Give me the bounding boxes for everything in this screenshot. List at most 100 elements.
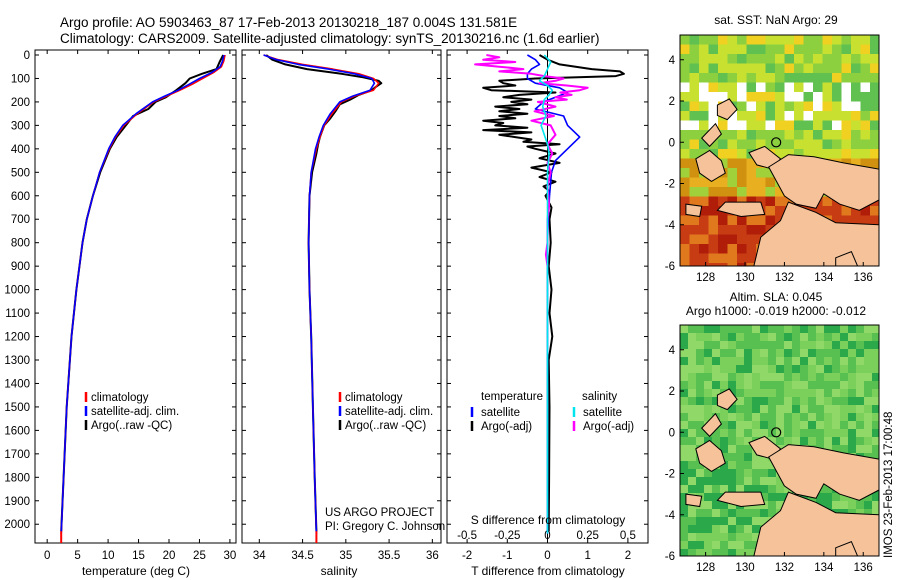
map-cell	[864, 325, 873, 334]
map-cell	[784, 365, 793, 374]
map-cell	[737, 130, 747, 140]
salinity-climatology-line	[263, 54, 380, 534]
map-cell	[803, 44, 814, 55]
map-cell	[848, 429, 857, 438]
map-cell	[736, 325, 745, 334]
map-cell	[784, 35, 795, 45]
x-tick-label: -2	[462, 550, 472, 562]
map-cell	[746, 35, 757, 45]
map-cell	[680, 461, 689, 470]
map-cell	[765, 101, 776, 112]
map-cell	[794, 139, 804, 150]
map-cell	[792, 357, 801, 366]
x-top-tick-label: 0.25	[577, 530, 599, 542]
map-cell	[765, 206, 776, 216]
map-cell	[824, 437, 833, 446]
map-y-tick-label: -6	[665, 261, 675, 273]
x-tick-label: 25	[193, 550, 206, 562]
map-cell	[794, 92, 804, 102]
map-cell	[696, 421, 705, 430]
map-cell	[864, 501, 873, 510]
map-cell	[822, 92, 833, 102]
map-cell	[776, 397, 785, 406]
map-cell	[680, 549, 689, 556]
map-cell	[848, 373, 857, 382]
map-cell	[699, 263, 709, 266]
map-cell	[680, 263, 690, 266]
map-cell	[689, 234, 700, 245]
map-cell	[824, 325, 833, 334]
map-cell	[712, 405, 721, 414]
map-cell	[756, 73, 766, 83]
map-cell	[699, 215, 709, 226]
land-polygon	[695, 439, 726, 472]
map-cell	[816, 429, 825, 438]
map-cell	[720, 509, 729, 518]
map-cell	[688, 485, 697, 494]
map-cell	[720, 453, 729, 462]
map-cell	[803, 130, 814, 140]
map-cell	[736, 405, 745, 414]
map-cell	[784, 413, 793, 422]
map-cell	[680, 82, 690, 93]
map-cell	[824, 501, 833, 510]
depth-tick-label: 400	[11, 144, 30, 156]
map-cell	[784, 44, 795, 55]
map-cell	[768, 413, 777, 422]
map-cell	[744, 349, 753, 358]
map-cell	[688, 461, 697, 470]
map-cell	[737, 92, 747, 102]
map-cell	[718, 149, 728, 159]
temperature-x-label: temperature (deg C)	[82, 564, 190, 578]
map-cell	[776, 405, 785, 414]
map-cell	[727, 111, 738, 121]
map-cell	[708, 253, 719, 264]
map-cell	[860, 215, 871, 226]
map-cell	[680, 139, 690, 150]
map-cell	[752, 381, 761, 390]
map-cell	[708, 101, 719, 112]
map-cell	[696, 525, 705, 534]
map-cell	[872, 509, 879, 518]
salinity-x-label: salinity	[321, 564, 358, 578]
map-cell	[784, 101, 795, 112]
map-cell	[765, 168, 776, 178]
map-cell	[699, 111, 709, 121]
map-cell	[720, 429, 729, 438]
map-cell	[824, 397, 833, 406]
map-cell	[680, 405, 689, 414]
map-cell	[760, 413, 769, 422]
map-cell	[841, 111, 852, 121]
map-cell	[689, 54, 700, 64]
map-cell	[824, 405, 833, 414]
map-cell	[680, 477, 689, 486]
map-cell	[756, 111, 766, 121]
map-cell	[708, 73, 719, 83]
sst-map-frame	[679, 34, 880, 267]
depth-tick-label: 100	[11, 73, 30, 85]
map-cell	[688, 357, 697, 366]
map-cell	[744, 405, 753, 414]
map-cell	[794, 101, 804, 112]
map-cell	[680, 333, 689, 342]
map-y-tick-label: 2	[669, 386, 675, 398]
map-cell	[800, 341, 809, 350]
map-cell	[718, 139, 728, 150]
map-cell	[752, 365, 761, 374]
map-cell	[870, 63, 879, 74]
depth-tick-label: 1600	[4, 425, 30, 437]
map-cell	[720, 485, 729, 494]
map-cell	[864, 357, 873, 366]
map-cell	[736, 341, 745, 350]
map-cell	[775, 111, 785, 121]
x-tick-label: 2	[625, 550, 631, 562]
map-cell	[832, 381, 841, 390]
map-cell	[824, 421, 833, 430]
project-label: US ARGO PROJECT	[325, 507, 434, 519]
map-cell	[680, 413, 689, 422]
map-cell	[808, 357, 817, 366]
map-cell	[792, 397, 801, 406]
map-cell	[784, 82, 795, 93]
map-cell	[737, 215, 747, 226]
map-cell	[794, 82, 804, 93]
